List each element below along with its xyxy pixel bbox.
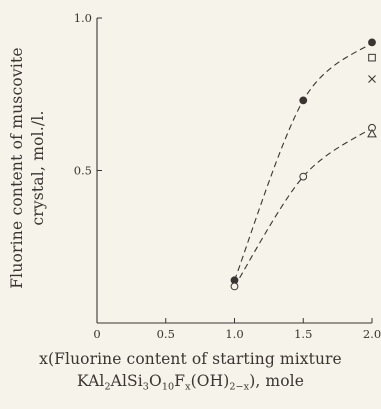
x-axis-label-formula: KAl2AlSi3O10Fx(OH)2−x), mole [77,372,304,393]
series-2-point-0 [368,53,376,62]
x-axis-label-line-1: x(Fluorine content of starting mixture [39,350,342,368]
y-tick-label-1: 1.0 [74,11,92,25]
series-0-point-1 [299,96,308,105]
x-tick-label-2: 1.0 [225,327,243,341]
x-tick-label-1: 0.5 [157,327,175,341]
x-axis-label: x(Fluorine content of starting mixture K… [0,348,381,392]
x-tick-label-4: 2.0 [363,327,381,341]
series-1-point-1 [299,172,308,181]
series-3-point-0 [368,75,376,83]
x-tick-label-0: 0 [93,327,100,341]
series-1-point-0 [230,282,239,291]
series-4-point-0 [367,128,377,138]
series-0-curve [233,41,373,281]
x-tick-label-3: 1.5 [294,327,312,341]
series-0-point-2 [368,38,376,47]
series-1-curve [234,127,373,287]
y-tick-label-0: 0.5 [74,164,92,178]
